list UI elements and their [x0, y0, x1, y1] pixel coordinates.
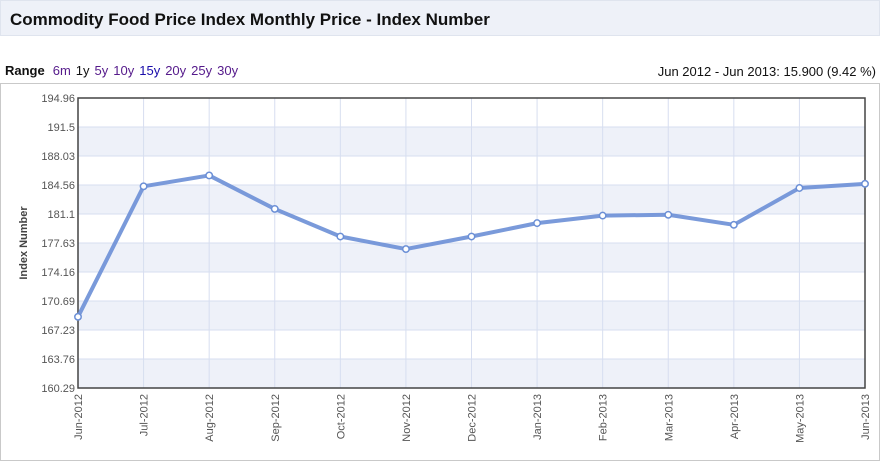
y-tick-label: 177.63: [41, 238, 75, 250]
page-title: Commodity Food Price Index Monthly Price…: [10, 10, 490, 29]
data-point[interactable]: [139, 182, 148, 191]
x-tick-label: Mar-2013: [663, 394, 675, 441]
title-bar: Commodity Food Price Index Monthly Price…: [0, 0, 880, 36]
data-point[interactable]: [467, 232, 476, 241]
plot-border: [77, 97, 866, 389]
y-tick-label: 191.5: [47, 122, 75, 134]
data-point[interactable]: [336, 232, 345, 241]
y-tick-label: 174.16: [41, 267, 75, 279]
x-tick-label: Jul-2012: [139, 394, 151, 436]
data-point[interactable]: [74, 312, 82, 321]
x-tick-label: Jun-2013: [860, 394, 872, 440]
data-point[interactable]: [401, 245, 410, 254]
x-tick-label: May-2013: [794, 394, 806, 443]
y-tick-label: 167.23: [41, 325, 75, 337]
range-selector: Range 6m 1y 5y 10y 15y 20y 25y 30y: [5, 63, 238, 78]
y-tick-label: 170.69: [41, 296, 75, 308]
data-point[interactable]: [664, 210, 673, 219]
y-tick-label: 184.56: [41, 180, 75, 192]
data-point[interactable]: [270, 204, 279, 213]
x-tick-label: Jan-2013: [532, 394, 544, 440]
data-point[interactable]: [861, 179, 869, 188]
data-point[interactable]: [205, 171, 214, 180]
range-option-6m[interactable]: 6m: [52, 63, 71, 78]
range-option-25y[interactable]: 25y: [191, 63, 213, 78]
y-tick-label: 163.76: [41, 354, 75, 366]
data-point[interactable]: [533, 219, 542, 228]
line-chart: 160.29 163.76 167.23 170.69 174.16 177.63 181.…: [18, 93, 872, 443]
range-label: Range: [5, 63, 45, 78]
x-tick-label: Dec-2012: [467, 394, 479, 442]
range-option-20y[interactable]: 20y: [165, 63, 187, 78]
data-point[interactable]: [795, 184, 804, 192]
range-option-15y[interactable]: 15y: [139, 63, 161, 78]
y-tick-label: 160.29: [41, 383, 75, 395]
range-option-30y[interactable]: 30y: [217, 63, 239, 78]
range-option-10y[interactable]: 10y: [113, 63, 135, 78]
x-tick-label: Apr-2013: [729, 394, 741, 439]
range-option-5y[interactable]: 5y: [94, 63, 109, 78]
x-tick-label: Jun-2012: [73, 394, 85, 440]
x-tick-label: Sep-2012: [270, 394, 282, 442]
y-axis-title: Index Number: [18, 206, 30, 280]
y-tick-label: 188.03: [41, 151, 75, 163]
x-tick-label: Nov-2012: [401, 394, 413, 442]
x-tick-label: Oct-2012: [335, 394, 347, 439]
y-tick-label: 181.1: [47, 209, 75, 221]
data-point[interactable]: [598, 211, 607, 220]
data-point[interactable]: [729, 220, 738, 229]
x-tick-label: Feb-2013: [598, 394, 610, 441]
change-summary: Jun 2012 - Jun 2013: 15.900 (9.42 %): [657, 64, 876, 79]
x-tick-label: Aug-2012: [204, 394, 216, 442]
chart-container: 160.29 163.76 167.23 170.69 174.16 177.63 181.…: [0, 83, 880, 461]
y-tick-label: 194.96: [41, 93, 75, 105]
range-option-1y[interactable]: 1y: [75, 63, 90, 78]
